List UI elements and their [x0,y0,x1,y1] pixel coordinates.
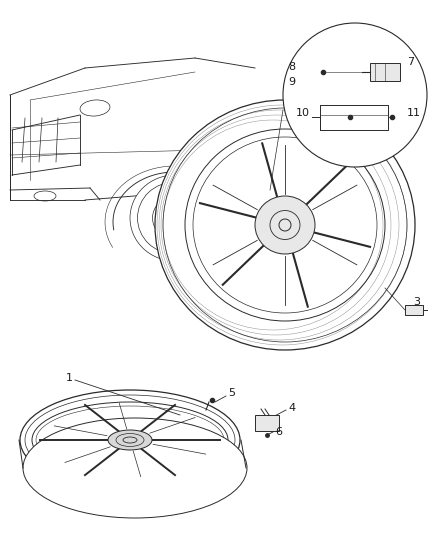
Ellipse shape [23,418,247,518]
Text: 1: 1 [66,373,73,383]
Text: 7: 7 [407,57,414,67]
Circle shape [283,23,427,167]
Bar [405,305,423,315]
Bar [200,200,228,236]
Bar [370,63,400,81]
Ellipse shape [255,196,315,254]
Bar [255,415,279,431]
Text: 9: 9 [288,77,295,87]
Ellipse shape [108,430,152,450]
Ellipse shape [20,390,240,490]
Ellipse shape [155,100,415,350]
Text: 8: 8 [288,62,295,72]
Text: 5: 5 [228,388,235,398]
Text: 10: 10 [296,108,310,118]
Text: 6: 6 [275,427,282,437]
Text: 3: 3 [413,297,420,307]
Text: 11: 11 [407,108,421,118]
Text: 4: 4 [288,403,295,413]
Ellipse shape [130,175,220,261]
